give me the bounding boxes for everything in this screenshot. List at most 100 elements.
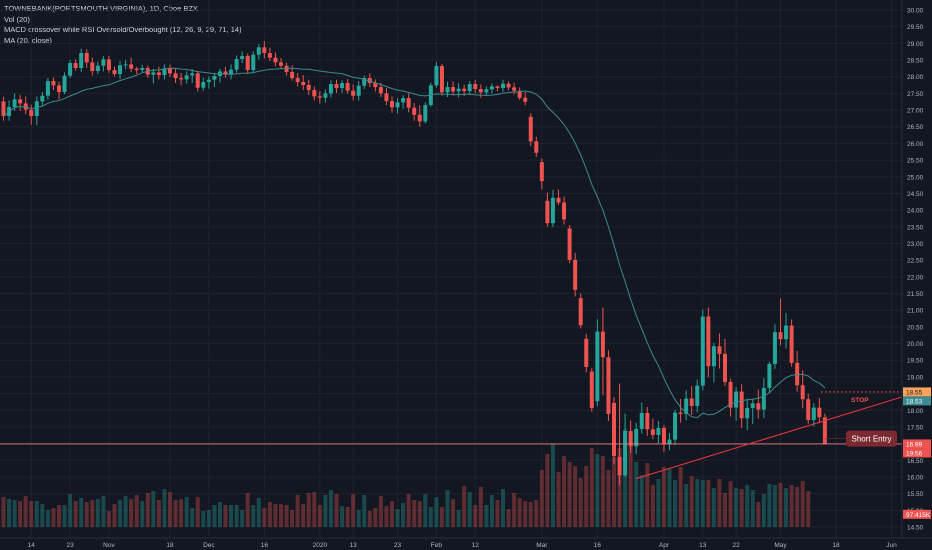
candle-body — [695, 385, 700, 406]
volume-bar — [484, 505, 489, 527]
volume-bar — [262, 508, 267, 527]
volume-bar — [700, 480, 705, 527]
volume-bar — [168, 492, 172, 527]
y-tick-label: 29.00 — [907, 41, 924, 48]
x-tick-label: Jun — [886, 542, 897, 549]
x-tick-label: 23 — [66, 542, 74, 549]
volume-bar — [723, 493, 727, 527]
candle-body — [118, 65, 123, 75]
volume-bar — [206, 510, 211, 527]
volume-bar — [123, 496, 128, 527]
volume-bar — [367, 511, 372, 527]
y-tick-label: 24.00 — [907, 208, 924, 215]
volume-bar — [717, 479, 722, 527]
volume-bar — [212, 505, 217, 527]
candle-body — [295, 78, 300, 83]
volume-bar — [639, 475, 644, 527]
candle-body — [656, 427, 661, 435]
volume-bar — [772, 485, 777, 527]
candle-body — [822, 417, 827, 444]
candle-body — [723, 353, 727, 382]
volume-bar — [84, 502, 89, 527]
candle-body — [739, 391, 744, 419]
volume-bars — [1, 429, 811, 527]
volume-bar — [156, 500, 161, 527]
candle-body — [362, 78, 367, 86]
volume-bar — [45, 510, 50, 527]
candle-body — [706, 316, 711, 367]
volume-bar — [295, 495, 300, 527]
candle-body — [168, 68, 172, 74]
volume-bar — [467, 492, 472, 527]
volume-bar — [267, 502, 272, 527]
candle-body — [689, 398, 694, 406]
candle-body — [462, 88, 467, 92]
countdown-badge: 19:56 — [906, 450, 923, 457]
volume-bar — [68, 494, 73, 527]
y-tick-label: 26.00 — [907, 141, 924, 148]
y-tick-label: 27.50 — [907, 91, 924, 98]
chart-legend: TOWNEBANK(PORTSMOUTH VIRGINIA), 1D, Cboe… — [4, 4, 242, 46]
y-tick-label: 28.00 — [907, 74, 924, 81]
current-price-badge-bg — [903, 439, 931, 449]
candle-body — [478, 89, 483, 93]
volume-bar — [623, 429, 628, 527]
candle-body — [573, 259, 578, 290]
y-tick-label: 22.50 — [907, 258, 924, 265]
volume-bar — [567, 462, 572, 527]
candle-body — [789, 325, 794, 363]
y-tick-label: 21.50 — [907, 291, 924, 298]
candle-body — [190, 73, 195, 76]
volume-bar — [523, 501, 528, 527]
stop-price-badge-bg — [903, 387, 931, 397]
candle-body — [484, 89, 489, 93]
volume-bar — [628, 446, 633, 527]
volume-bar — [806, 491, 811, 527]
y-tick-label: 22.00 — [907, 274, 924, 281]
volume-bar — [606, 470, 611, 527]
y-tick-label: 28.50 — [907, 58, 924, 65]
candle-body — [18, 99, 23, 104]
volume-bar — [340, 506, 345, 527]
candle-body — [467, 84, 472, 92]
volume-bar — [756, 502, 761, 527]
volume-bar — [462, 486, 467, 527]
candle-body — [406, 98, 411, 108]
candle-body — [700, 316, 705, 386]
volume-bar — [778, 483, 783, 527]
candle-body — [578, 298, 583, 326]
candle-body — [423, 105, 428, 122]
candle-body — [29, 109, 34, 117]
annotations: STOP Short Entry — [0, 391, 903, 480]
x-tick-label: 14 — [28, 542, 36, 549]
x-tick-label: Apr — [659, 542, 670, 549]
y-tick-label: 16.00 — [907, 474, 924, 481]
volume-bar — [18, 501, 23, 527]
candle-body — [717, 346, 722, 354]
candle-body — [606, 357, 611, 414]
candle-body — [140, 68, 145, 71]
volume-bar — [273, 504, 278, 527]
candle-body — [101, 59, 106, 66]
candle-body — [800, 385, 805, 400]
y-tick-label: 21.00 — [907, 308, 924, 315]
candle-body — [506, 83, 511, 88]
volume-bar — [711, 488, 716, 527]
volume-bar — [312, 492, 317, 527]
volume-bar — [445, 490, 450, 527]
candle-body — [678, 412, 683, 414]
volume-bar — [734, 488, 739, 527]
candle-body — [378, 87, 383, 94]
legend-symbol: TOWNEBANK(PORTSMOUTH VIRGINIA), 1D, Cboe… — [4, 4, 198, 13]
volume-bar — [650, 485, 655, 527]
ma-price-badge: 18.53 — [906, 398, 923, 405]
volume-bar — [573, 466, 578, 527]
candle-body — [512, 87, 517, 91]
volume-bar — [106, 511, 111, 527]
candle-body — [673, 412, 678, 440]
volume-bar — [362, 495, 367, 527]
volume-bar — [217, 502, 222, 527]
candle-body — [728, 381, 733, 408]
candle-body — [412, 107, 417, 115]
